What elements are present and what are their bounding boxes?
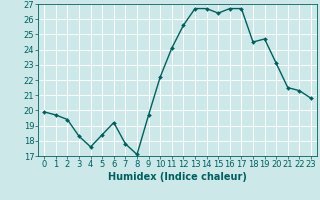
X-axis label: Humidex (Indice chaleur): Humidex (Indice chaleur) [108,172,247,182]
